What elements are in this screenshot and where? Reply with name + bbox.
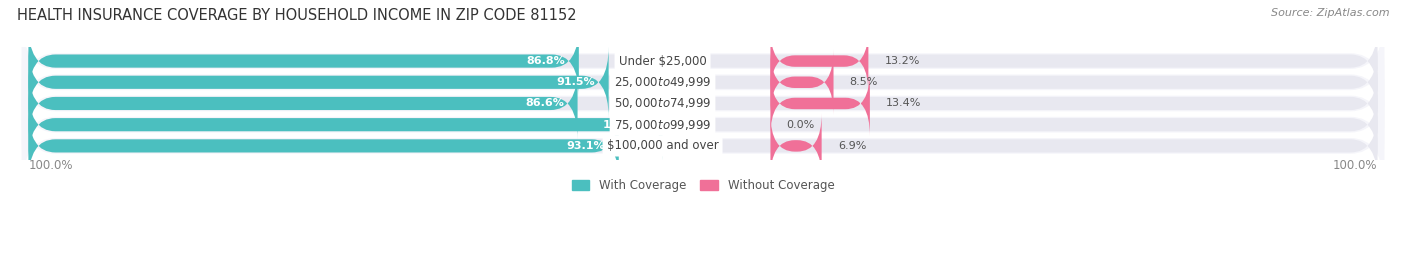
FancyBboxPatch shape xyxy=(770,114,821,178)
Text: 13.2%: 13.2% xyxy=(884,56,920,66)
FancyBboxPatch shape xyxy=(21,16,1385,106)
Text: 100.0%: 100.0% xyxy=(603,120,650,130)
Text: Source: ZipAtlas.com: Source: ZipAtlas.com xyxy=(1271,8,1389,18)
FancyBboxPatch shape xyxy=(28,110,1378,182)
Text: $25,000 to $49,999: $25,000 to $49,999 xyxy=(614,75,711,89)
Text: 100.0%: 100.0% xyxy=(28,159,73,172)
Text: $100,000 and over: $100,000 and over xyxy=(606,139,718,153)
FancyBboxPatch shape xyxy=(21,80,1385,170)
Text: 8.5%: 8.5% xyxy=(849,77,879,87)
FancyBboxPatch shape xyxy=(21,101,1385,191)
FancyBboxPatch shape xyxy=(28,25,579,97)
FancyBboxPatch shape xyxy=(770,50,834,115)
FancyBboxPatch shape xyxy=(28,25,1378,97)
Text: 86.6%: 86.6% xyxy=(526,98,564,108)
Legend: With Coverage, Without Coverage: With Coverage, Without Coverage xyxy=(567,174,839,196)
FancyBboxPatch shape xyxy=(28,89,662,161)
FancyBboxPatch shape xyxy=(770,29,869,94)
FancyBboxPatch shape xyxy=(21,37,1385,128)
Text: 91.5%: 91.5% xyxy=(557,77,595,87)
FancyBboxPatch shape xyxy=(28,68,578,139)
FancyBboxPatch shape xyxy=(28,89,1378,161)
Text: $50,000 to $74,999: $50,000 to $74,999 xyxy=(614,97,711,111)
Text: 6.9%: 6.9% xyxy=(838,141,866,151)
Text: 93.1%: 93.1% xyxy=(567,141,606,151)
FancyBboxPatch shape xyxy=(28,47,609,118)
FancyBboxPatch shape xyxy=(28,110,619,182)
Text: 13.4%: 13.4% xyxy=(886,98,921,108)
Text: 100.0%: 100.0% xyxy=(1333,159,1378,172)
FancyBboxPatch shape xyxy=(28,68,1378,139)
Text: 0.0%: 0.0% xyxy=(786,120,815,130)
FancyBboxPatch shape xyxy=(28,47,1378,118)
Text: 86.8%: 86.8% xyxy=(527,56,565,66)
Text: Under $25,000: Under $25,000 xyxy=(619,55,706,68)
Text: HEALTH INSURANCE COVERAGE BY HOUSEHOLD INCOME IN ZIP CODE 81152: HEALTH INSURANCE COVERAGE BY HOUSEHOLD I… xyxy=(17,8,576,23)
Text: $75,000 to $99,999: $75,000 to $99,999 xyxy=(614,118,711,132)
FancyBboxPatch shape xyxy=(770,71,870,136)
FancyBboxPatch shape xyxy=(21,58,1385,149)
